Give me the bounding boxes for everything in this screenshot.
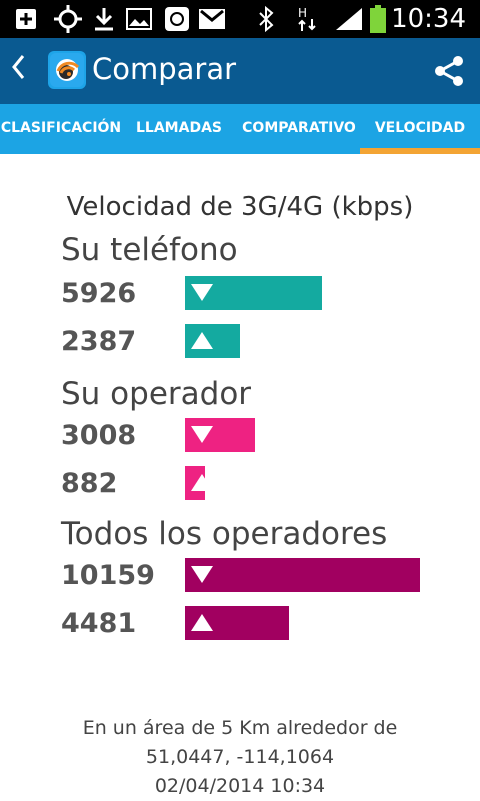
tab-clasificacion[interactable]: CLASIFICACIÓN (0, 120, 122, 136)
app-logo-icon (48, 51, 86, 89)
speed-heading: Velocidad de 3G/4G (kbps) (66, 192, 414, 222)
back-icon[interactable] (10, 52, 26, 90)
tab-comparativo[interactable]: COMPARATIVO (242, 120, 356, 136)
section-label: Su operador (61, 376, 252, 412)
battery-icon (368, 5, 388, 33)
download-value: 10159 (61, 560, 155, 591)
download-bar (185, 558, 420, 592)
main-content: Velocidad de 3G/4G (kbps) Su teléfono 59… (0, 154, 480, 800)
section-label: Su teléfono (61, 232, 238, 268)
up-arrow-icon (191, 332, 213, 349)
section-label: Todos los operadores (61, 516, 388, 552)
download-bar (185, 418, 255, 452)
footer-area-text: En un área de 5 Km alrededor de (82, 717, 398, 739)
upload-bar (185, 606, 289, 640)
signal-strength-icon (334, 7, 364, 31)
download-value: 5926 (61, 278, 137, 309)
gps-icon (54, 5, 82, 33)
download-icon (92, 7, 116, 31)
share-icon[interactable] (434, 54, 464, 88)
footer-coordinates: 51,0447, -114,1064 (145, 746, 335, 768)
upload-bar (185, 324, 240, 358)
up-arrow-icon (191, 474, 213, 491)
tab-bar: CLASIFICACIÓN LLAMADAS COMPARATIVO VELOC… (0, 104, 480, 154)
image-icon (126, 7, 152, 31)
add-notification-icon (14, 7, 38, 31)
down-arrow-icon (191, 284, 213, 301)
network-type-icon: H (296, 6, 320, 31)
upload-value: 882 (61, 468, 118, 499)
page-title: Comparar (92, 52, 237, 86)
status-time: 10:34 (391, 4, 466, 34)
upload-value: 4481 (61, 608, 137, 639)
down-arrow-icon (191, 566, 213, 583)
upload-bar (185, 466, 213, 500)
status-bar: H 10:34 (0, 0, 480, 38)
footer-timestamp: 02/04/2014 10:34 (154, 775, 326, 797)
tab-llamadas[interactable]: LLAMADAS (136, 120, 222, 136)
action-bar: Comparar (0, 38, 480, 104)
download-value: 3008 (61, 420, 137, 451)
app-notification-icon (164, 7, 190, 31)
upload-value: 2387 (61, 326, 137, 357)
tab-velocidad[interactable]: VELOCIDAD (360, 104, 480, 154)
up-arrow-icon (191, 614, 213, 631)
svg-text:H: H (298, 6, 307, 20)
download-bar (185, 276, 322, 310)
down-arrow-icon (191, 426, 213, 443)
location-footer: En un área de 5 Km alrededor de 51,0447,… (0, 714, 480, 801)
bluetooth-icon (256, 6, 276, 32)
gmail-icon (198, 7, 226, 31)
